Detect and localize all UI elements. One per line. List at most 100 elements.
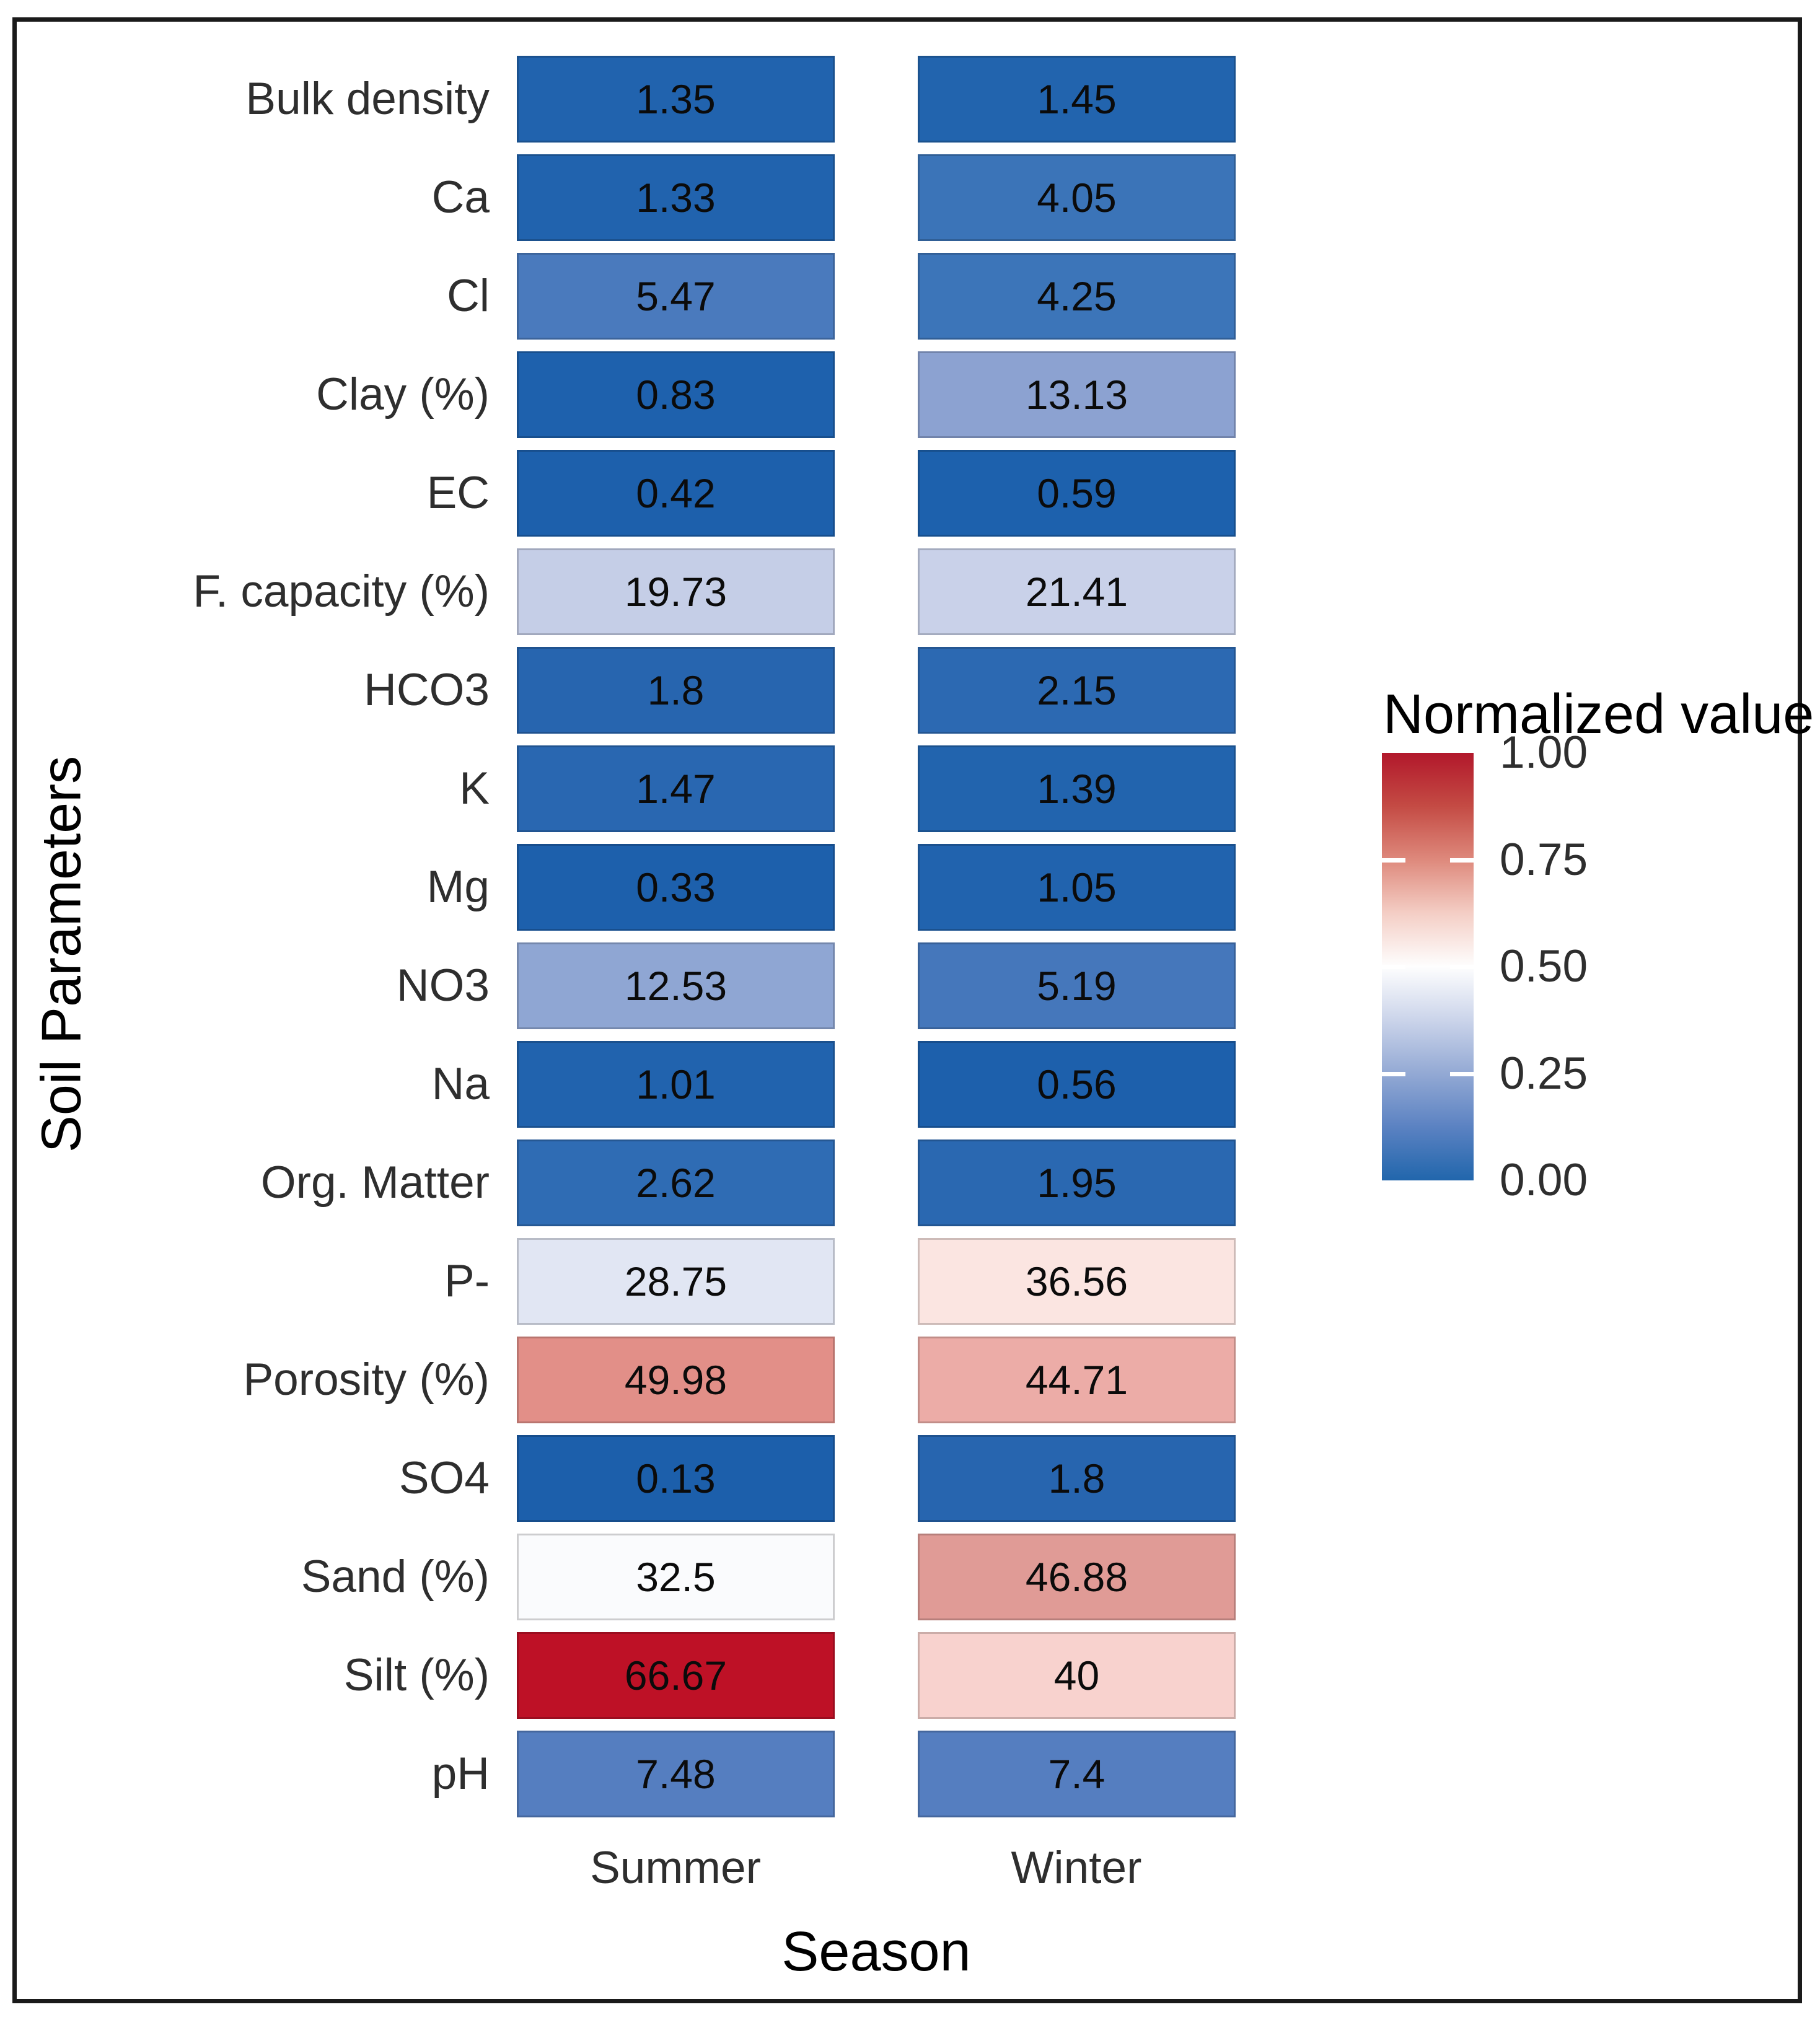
heatmap-cell-summer: 0.33	[517, 844, 835, 931]
cell-value: 32.5	[636, 1554, 716, 1600]
heatmap-cell-summer: 32.5	[517, 1534, 835, 1620]
cell-value: 21.41	[1025, 569, 1128, 615]
cell-value: 44.71	[1025, 1357, 1128, 1403]
row-label: Porosity (%)	[243, 1355, 490, 1405]
cell-value: 13.13	[1025, 372, 1128, 418]
cell-value: 0.13	[636, 1456, 716, 1501]
legend-tick-mark	[1450, 1071, 1474, 1076]
x-tick-summer: Summer	[590, 1843, 761, 1893]
row-label: HCO3	[364, 665, 490, 715]
heatmap-cell-summer: 66.67	[517, 1632, 835, 1719]
heatmap-cell-summer: 12.53	[517, 942, 835, 1029]
cell-value: 1.8	[647, 667, 705, 713]
row-label: Sand (%)	[301, 1552, 490, 1602]
cell-value: 5.47	[636, 273, 716, 319]
row-label: P-	[444, 1256, 490, 1306]
heatmap-cell-winter: 21.41	[918, 548, 1236, 635]
cell-value: 4.05	[1037, 175, 1117, 221]
heatmap-cell-winter: 13.13	[918, 351, 1236, 438]
heatmap-cell-winter: 5.19	[918, 942, 1236, 1029]
cell-value: 1.01	[636, 1061, 716, 1107]
heatmap-cell-winter: 4.25	[918, 253, 1236, 340]
cell-value: 28.75	[624, 1258, 728, 1304]
row-label: K	[459, 763, 490, 814]
heatmap-cell-winter: 1.39	[918, 745, 1236, 832]
cell-value: 4.25	[1037, 273, 1117, 319]
heatmap-cell-winter: 36.56	[918, 1238, 1236, 1325]
heatmap-cell-summer: 1.35	[517, 56, 835, 143]
heatmap-cell-winter: 7.4	[918, 1731, 1236, 1817]
heatmap-cell-summer: 28.75	[517, 1238, 835, 1325]
cell-value: 1.05	[1037, 864, 1117, 910]
legend-tick-label: 0.00	[1500, 1155, 1588, 1205]
legend-tick-mark	[1450, 858, 1474, 863]
heatmap-cell-summer: 2.62	[517, 1140, 835, 1226]
cell-value: 1.8	[1048, 1456, 1106, 1501]
row-label: Na	[431, 1059, 490, 1109]
legend-tick-mark	[1382, 1071, 1405, 1076]
cell-value: 36.56	[1025, 1258, 1128, 1304]
cell-value: 1.47	[636, 766, 716, 812]
row-label: Silt (%)	[343, 1650, 490, 1700]
heatmap-cell-summer: 0.83	[517, 351, 835, 438]
legend-tick-mark	[1450, 965, 1474, 969]
legend-title: Normalized value	[1383, 683, 1814, 745]
legend-tick-label: 1.00	[1500, 727, 1588, 778]
heatmap-cell-winter: 0.56	[918, 1041, 1236, 1128]
cell-value: 1.45	[1037, 76, 1117, 122]
cell-value: 7.48	[636, 1751, 716, 1797]
cell-value: 49.98	[624, 1357, 728, 1403]
heatmap-cell-summer: 1.01	[517, 1041, 835, 1128]
cell-value: 12.53	[624, 963, 728, 1009]
heatmap-cell-summer: 1.47	[517, 745, 835, 832]
heatmap-cell-winter: 1.05	[918, 844, 1236, 931]
legend-tick-label: 0.75	[1500, 834, 1588, 885]
cell-value: 0.33	[636, 864, 716, 910]
row-label: Ca	[431, 172, 490, 222]
heatmap-cell-winter: 1.8	[918, 1435, 1236, 1522]
heatmap-cell-summer: 0.13	[517, 1435, 835, 1522]
legend-tick-label: 0.50	[1500, 941, 1588, 991]
heatmap-cell-summer: 19.73	[517, 548, 835, 635]
heatmap-cell-summer: 0.42	[517, 450, 835, 537]
legend-tick-label: 0.25	[1500, 1048, 1588, 1099]
heatmap-cell-winter: 40	[918, 1632, 1236, 1719]
cell-value: 1.95	[1037, 1160, 1117, 1206]
row-label: SO4	[398, 1453, 490, 1503]
heatmap-cell-summer: 1.8	[517, 647, 835, 734]
x-axis-title: Season	[781, 1921, 971, 1983]
cell-value: 1.35	[636, 76, 716, 122]
row-label: Mg	[426, 862, 490, 912]
x-tick-winter: Winter	[1011, 1843, 1142, 1893]
cell-value: 46.88	[1025, 1554, 1128, 1600]
cell-value: 0.42	[636, 470, 716, 516]
row-label: Clay (%)	[316, 369, 490, 419]
heatmap-cell-summer: 1.33	[517, 154, 835, 241]
row-label: Bulk density	[245, 74, 490, 124]
cell-value: 2.62	[636, 1160, 716, 1206]
row-label: F. capacity (%)	[193, 566, 490, 617]
heatmap-cell-winter: 2.15	[918, 647, 1236, 734]
heatmap-cell-winter: 46.88	[918, 1534, 1236, 1620]
cell-value: 19.73	[624, 569, 728, 615]
legend-colorbar	[1382, 753, 1474, 1180]
heatmap-cell-winter: 1.95	[918, 1140, 1236, 1226]
heatmap-cell-winter: 0.59	[918, 450, 1236, 537]
cell-value: 2.15	[1037, 667, 1117, 713]
legend-tick-mark	[1382, 858, 1405, 863]
heatmap-cell-winter: 1.45	[918, 56, 1236, 143]
cell-value: 1.39	[1037, 766, 1117, 812]
cell-value: 0.59	[1037, 470, 1117, 516]
cell-value: 5.19	[1037, 963, 1117, 1009]
heatmap-cell-summer: 5.47	[517, 253, 835, 340]
row-label: Cl	[447, 271, 490, 321]
cell-value: 1.33	[636, 175, 716, 221]
heatmap-cell-summer: 49.98	[517, 1337, 835, 1423]
cell-value: 66.67	[624, 1653, 728, 1698]
legend-tick-mark	[1382, 965, 1405, 969]
heatmap-cell-summer: 7.48	[517, 1731, 835, 1817]
cell-value: 0.83	[636, 372, 716, 418]
row-label: pH	[431, 1749, 490, 1799]
row-label: Org. Matter	[260, 1157, 490, 1208]
